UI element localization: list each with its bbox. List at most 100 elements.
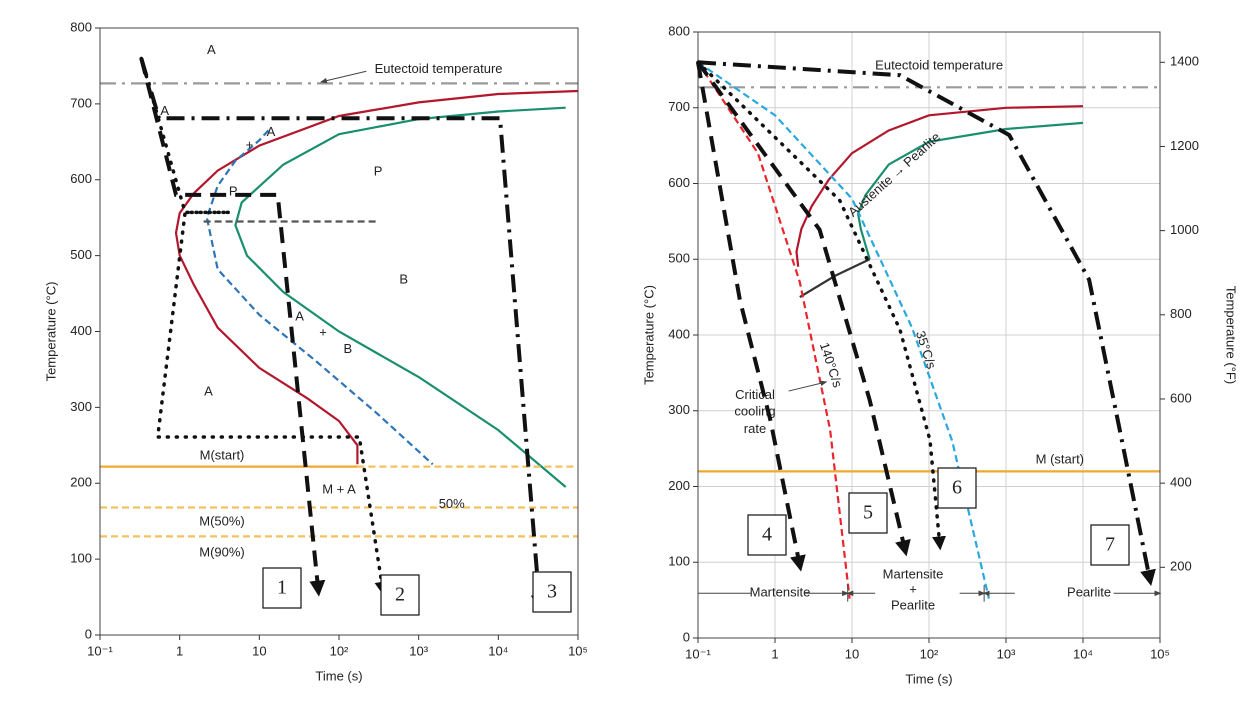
path-label: 4 bbox=[762, 524, 772, 546]
x-tick-label: 10⁴ bbox=[488, 643, 508, 658]
x-tick-label: 10³ bbox=[997, 646, 1016, 661]
path-label: 1 bbox=[277, 577, 287, 599]
annotation: + bbox=[909, 582, 917, 597]
y-tick-label: 400 bbox=[668, 326, 690, 341]
y-tick-label: 300 bbox=[668, 402, 690, 417]
annotation: A bbox=[207, 42, 216, 57]
path-label: 3 bbox=[547, 581, 557, 603]
annotation: B bbox=[343, 341, 352, 356]
curve bbox=[697, 61, 990, 599]
annotation: A bbox=[204, 384, 213, 399]
path-label: 6 bbox=[952, 477, 962, 499]
y-tick-label: 0 bbox=[85, 626, 92, 641]
annotation: Critical bbox=[735, 387, 775, 402]
annotation: + bbox=[319, 324, 327, 339]
y-axis-label: Temperature (°C) bbox=[43, 282, 58, 382]
y2-tick-label: 600 bbox=[1170, 390, 1192, 405]
x-tick-label: 10⁻¹ bbox=[685, 646, 711, 661]
x-tick-label: 10⁵ bbox=[1150, 646, 1170, 661]
x-tick-label: 10⁻¹ bbox=[87, 643, 113, 658]
y2-tick-label: 200 bbox=[1170, 559, 1192, 574]
curve bbox=[174, 89, 579, 465]
x-tick-label: 1 bbox=[771, 646, 778, 661]
annotation: M(start) bbox=[200, 447, 245, 462]
x-tick-label: 10³ bbox=[409, 643, 428, 658]
y-tick-label: 200 bbox=[70, 475, 92, 490]
y-tick-label: 500 bbox=[668, 251, 690, 266]
curve bbox=[205, 129, 434, 466]
x-axis-label: Time (s) bbox=[315, 668, 362, 683]
path-label: 2 bbox=[395, 584, 405, 606]
annotation: A bbox=[267, 124, 276, 139]
annotation: P bbox=[229, 183, 238, 198]
annotation: A bbox=[295, 309, 304, 324]
cooling-path bbox=[696, 60, 946, 551]
label-box bbox=[380, 574, 420, 616]
label-box bbox=[532, 571, 572, 613]
y-tick-label: 200 bbox=[668, 478, 690, 493]
annotation: rate bbox=[744, 421, 766, 436]
label-box bbox=[262, 567, 302, 609]
x-tick-label: 1 bbox=[176, 643, 183, 658]
annotation: + bbox=[246, 137, 254, 152]
x-tick-label: 10 bbox=[845, 646, 859, 661]
y-tick-label: 700 bbox=[668, 99, 690, 114]
annotation: 50% bbox=[439, 496, 465, 511]
annotation: P bbox=[374, 164, 383, 179]
y-tick-label: 100 bbox=[668, 554, 690, 569]
label-box bbox=[848, 492, 888, 534]
annotation: Eutectoid temperature bbox=[875, 58, 1003, 73]
annotation: A bbox=[160, 103, 169, 118]
y-tick-label: 400 bbox=[70, 323, 92, 338]
cooling-path bbox=[139, 57, 547, 611]
path-label: 7 bbox=[1105, 534, 1115, 556]
annotation: Pearlite bbox=[1067, 585, 1111, 600]
y2-tick-label: 1000 bbox=[1170, 222, 1199, 237]
x-tick-label: 10 bbox=[252, 643, 266, 658]
chart-panel: 0 100 200 300 400 500 600 700 800 10⁻¹ 1 10 10² 10³ 10… bbox=[43, 19, 587, 683]
annotation: M + A bbox=[322, 482, 356, 497]
chart-panel: 0 100 200 300 400 500 600 700 800 10⁻¹ 1 10 10² 10³ 10… bbox=[641, 23, 1238, 686]
y-tick-label: 600 bbox=[70, 171, 92, 186]
plot-frame bbox=[697, 31, 1161, 639]
y-tick-label: 0 bbox=[683, 629, 690, 644]
annotation: Eutectoid temperature bbox=[375, 61, 503, 76]
y-tick-label: 800 bbox=[668, 23, 690, 38]
annotation: Martensite bbox=[750, 585, 811, 600]
plot-frame bbox=[99, 27, 579, 636]
x-tick-label: 10² bbox=[920, 646, 939, 661]
curve bbox=[697, 61, 851, 599]
x-tick-label: 10⁵ bbox=[568, 643, 588, 658]
cooling-path bbox=[696, 61, 806, 572]
curve bbox=[795, 105, 1084, 267]
annotation: Martensite bbox=[883, 567, 944, 582]
y-tick-label: 700 bbox=[70, 95, 92, 110]
x-axis-label: Time (s) bbox=[905, 671, 952, 686]
annotation: B bbox=[399, 271, 408, 286]
annotation: M(90%) bbox=[199, 544, 245, 559]
y-tick-label: 100 bbox=[70, 551, 92, 566]
y2-tick-label: 800 bbox=[1170, 306, 1192, 321]
y-tick-label: 600 bbox=[668, 175, 690, 190]
annotation: M (start) bbox=[1036, 451, 1084, 466]
x-tick-label: 10² bbox=[330, 643, 349, 658]
x-tick-label: 10⁴ bbox=[1073, 646, 1093, 661]
y-tick-label: 800 bbox=[70, 19, 92, 34]
cooling-path bbox=[696, 61, 911, 557]
y-axis-label: Temperature (°C) bbox=[641, 285, 656, 385]
y2-axis-label: Temperature (°F) bbox=[1224, 286, 1239, 384]
y2-tick-label: 1200 bbox=[1170, 138, 1199, 153]
cooling-path bbox=[697, 60, 1156, 586]
y-tick-label: 500 bbox=[70, 247, 92, 262]
pointer bbox=[319, 70, 367, 84]
path-label: 5 bbox=[863, 502, 873, 524]
label-box bbox=[747, 514, 787, 556]
pointer bbox=[788, 380, 828, 392]
annotation: M(50%) bbox=[199, 513, 245, 528]
curve bbox=[856, 121, 1084, 260]
label-box bbox=[937, 467, 977, 509]
y2-tick-label: 1400 bbox=[1170, 54, 1199, 69]
y-tick-label: 300 bbox=[70, 399, 92, 414]
